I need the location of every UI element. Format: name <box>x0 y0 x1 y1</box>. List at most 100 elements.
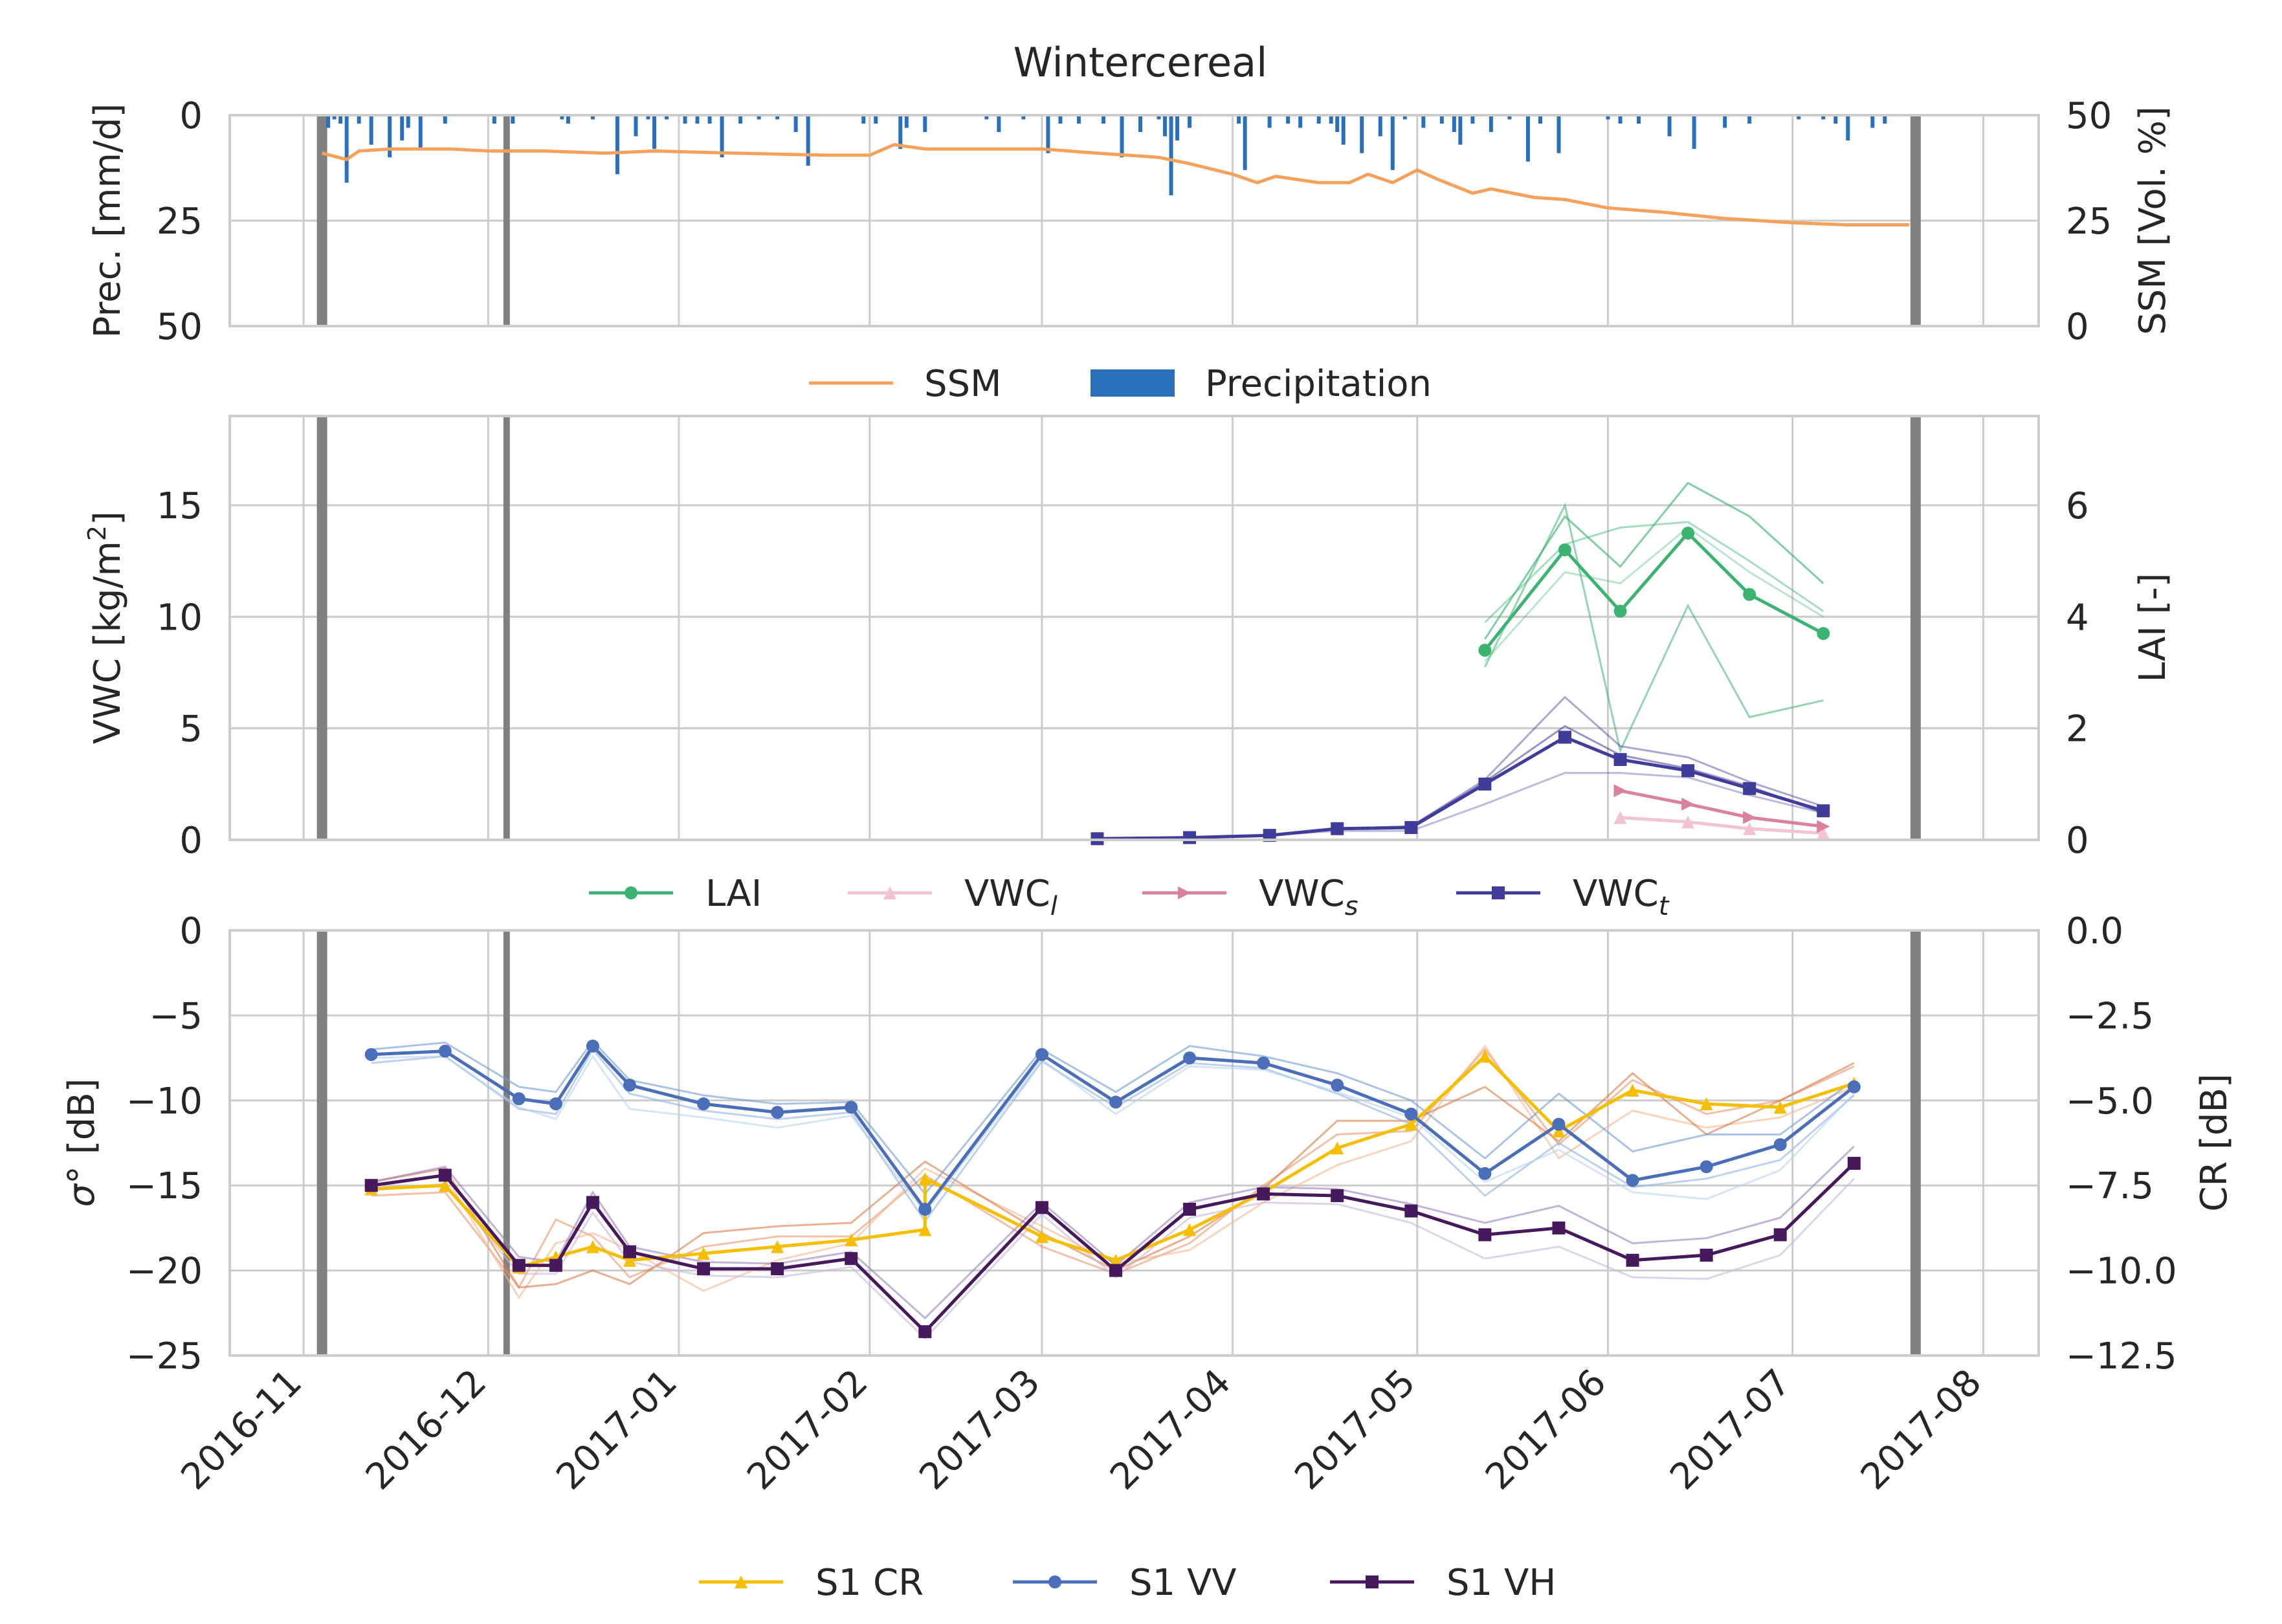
point-S1 CR <box>918 1223 932 1236</box>
point-S1 VV <box>1257 1056 1270 1070</box>
point-S1 VV <box>1626 1174 1639 1187</box>
point-S1 CR <box>697 1247 711 1260</box>
y-tick-right: −7.5 <box>2066 1165 2154 1207</box>
precip-bar <box>1452 115 1456 133</box>
faint-S1 VH <box>371 1145 1855 1320</box>
point-S1 VH <box>1847 1157 1861 1170</box>
y-tick-right: −2.5 <box>2066 995 2154 1037</box>
precip-bar <box>566 115 570 124</box>
precipitation-ssm-panel: 0 25 50 50 25 0 Prec. [mm/d] SSM [Vol. %] SSM… <box>87 95 2174 405</box>
precip-bar <box>590 115 595 120</box>
y-tick-left: −25 <box>126 1335 203 1377</box>
precip-bar <box>1237 115 1241 124</box>
precip-bar <box>1076 115 1081 124</box>
y-tick-right: −12.5 <box>2066 1335 2177 1377</box>
point-S1 VH <box>1257 1187 1270 1201</box>
legend-panel-3: S1 CR S1 VV S1 VH <box>699 1562 1556 1604</box>
point-S1 VV <box>1552 1117 1566 1131</box>
precip-bar <box>560 115 564 120</box>
point-S1 CR <box>1035 1230 1048 1244</box>
precip-bar <box>1489 115 1493 133</box>
ssm-line <box>321 143 1910 226</box>
series-S1 VV <box>371 1043 1856 1213</box>
precip-bar <box>443 115 447 124</box>
precip-bar <box>1667 115 1672 137</box>
faint-LAI <box>1484 526 1824 663</box>
point-S1 VH <box>697 1262 711 1275</box>
point-LAI <box>1681 526 1695 540</box>
y-tick-left: 0 <box>179 820 203 862</box>
precip-bar <box>1525 115 1530 162</box>
point-S1 VH <box>586 1196 599 1209</box>
point-S1 CR <box>1700 1097 1713 1111</box>
vwc-lai-panel: 0 5 10 15 0 2 4 6 VWC [kg/m2] LAI [-] LAI VWCl VW… <box>83 415 2174 921</box>
y-tick-left: −20 <box>126 1251 203 1293</box>
y-tick-right: 0 <box>2066 820 2089 862</box>
point-S1 CR <box>623 1253 636 1267</box>
precip-bar <box>1618 115 1623 124</box>
point-S1 CR <box>918 1172 932 1185</box>
legend-label-precipitation: Precipitation <box>1205 363 1432 405</box>
precip-bar <box>1243 115 1247 170</box>
faint-S1 VH <box>371 1178 1855 1340</box>
x-tick-label: 2017-07 <box>1662 1361 1799 1498</box>
point-S1 VV <box>771 1106 784 1119</box>
point-VWC_l <box>1613 811 1627 824</box>
point-S1 VH <box>1478 1228 1492 1242</box>
precip-bar <box>1797 115 1801 120</box>
y-tick-left: 5 <box>179 708 203 751</box>
y-tick-left: −10 <box>126 1081 203 1123</box>
point-S1 VV <box>623 1079 636 1092</box>
legend-label-ssm: SSM <box>924 363 1001 405</box>
y-tick-right: 6 <box>2066 485 2089 527</box>
faint-LAI <box>1484 481 1824 640</box>
point-S1 VH <box>438 1169 452 1182</box>
precip-bar <box>984 115 989 120</box>
precip-bar <box>806 115 810 166</box>
precip-bar <box>406 115 410 128</box>
y-tick-right: −10.0 <box>2066 1251 2177 1293</box>
point-S1 VH <box>364 1179 378 1192</box>
point-S1 VV <box>697 1097 711 1111</box>
precip-bar <box>1556 115 1561 153</box>
legend-label: S1 VV <box>1129 1562 1237 1604</box>
point-S1 VH <box>1035 1201 1048 1214</box>
point-S1 CR <box>586 1240 599 1253</box>
point-VWC_l <box>1681 815 1695 829</box>
y-tick-left: −15 <box>126 1165 203 1207</box>
precip-bar <box>1390 115 1395 170</box>
x-tick-labels: 2016-11 2016-12 2017-01 2017-02 2017-03 2017-… <box>173 1361 1990 1498</box>
point-S1 VV <box>1700 1160 1713 1174</box>
point-S1 VV <box>1183 1051 1197 1065</box>
point-VWC_l <box>1743 822 1756 835</box>
point-S1 VV <box>512 1092 526 1106</box>
point-S1 VH <box>918 1325 932 1339</box>
precip-bar <box>615 115 619 175</box>
precip-bar <box>1637 115 1641 124</box>
point-LAI <box>1558 543 1571 556</box>
precip-bar <box>861 115 866 124</box>
legend-marker <box>625 886 637 899</box>
x-tick-label: 2016-12 <box>358 1361 494 1498</box>
precip-bar <box>1821 115 1826 120</box>
precip-bar <box>1378 115 1382 137</box>
point-LAI <box>1478 643 1492 657</box>
y-tick-right: 50 <box>2066 95 2112 137</box>
point-S1 VH <box>1626 1253 1639 1267</box>
precip-bar <box>634 115 638 137</box>
series-S1 VH <box>371 1162 1856 1334</box>
point-S1 CR <box>1773 1101 1787 1114</box>
plot-area <box>230 416 2039 840</box>
precip-bar <box>997 115 1001 133</box>
y-tick-right: 0 <box>2066 306 2089 348</box>
point-S1 VV <box>1035 1048 1048 1061</box>
precip-bar <box>757 115 761 120</box>
precip-bar <box>511 115 515 124</box>
precip-bar <box>1439 115 1444 124</box>
precip-bar <box>326 115 331 128</box>
precip-bar <box>357 115 361 124</box>
point-S1 VH <box>1183 1202 1197 1216</box>
precip-bar <box>1402 115 1407 120</box>
precip-bar <box>1101 115 1105 124</box>
